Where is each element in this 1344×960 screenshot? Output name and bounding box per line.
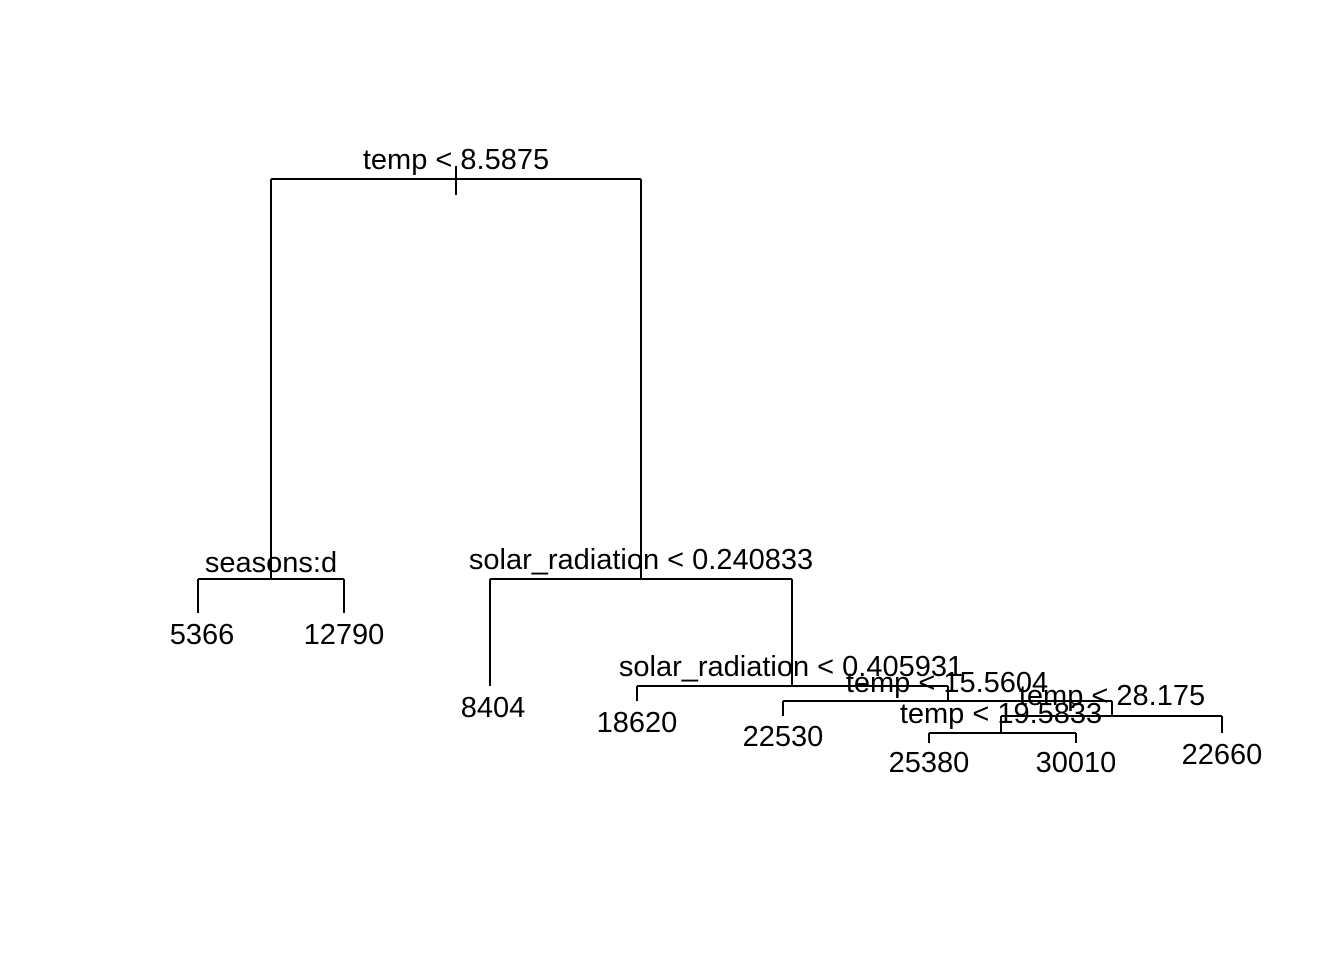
split-label-solar-2: solar_radiation < 0.405931 [619,651,963,683]
leaf-value-5366: 5366 [170,619,235,651]
split-label-root: temp < 8.5875 [363,144,549,176]
split-label-seasons: seasons:d [205,547,337,579]
leaf-value-12790: 12790 [304,619,385,651]
leaf-value-25380: 25380 [889,747,970,779]
leaf-value-30010: 30010 [1036,747,1117,779]
split-label-temp-19: temp < 19.5833 [900,698,1102,730]
leaf-value-8404: 8404 [461,692,526,724]
split-label-temp-15: temp < 15.5604 [846,667,1048,699]
leaf-value-22530: 22530 [743,721,824,753]
split-label-solar-1: solar_radiation < 0.240833 [469,544,813,576]
leaf-value-18620: 18620 [597,707,678,739]
split-label-temp-28: temp < 28.175 [1019,680,1205,712]
leaf-value-22660: 22660 [1182,739,1263,771]
